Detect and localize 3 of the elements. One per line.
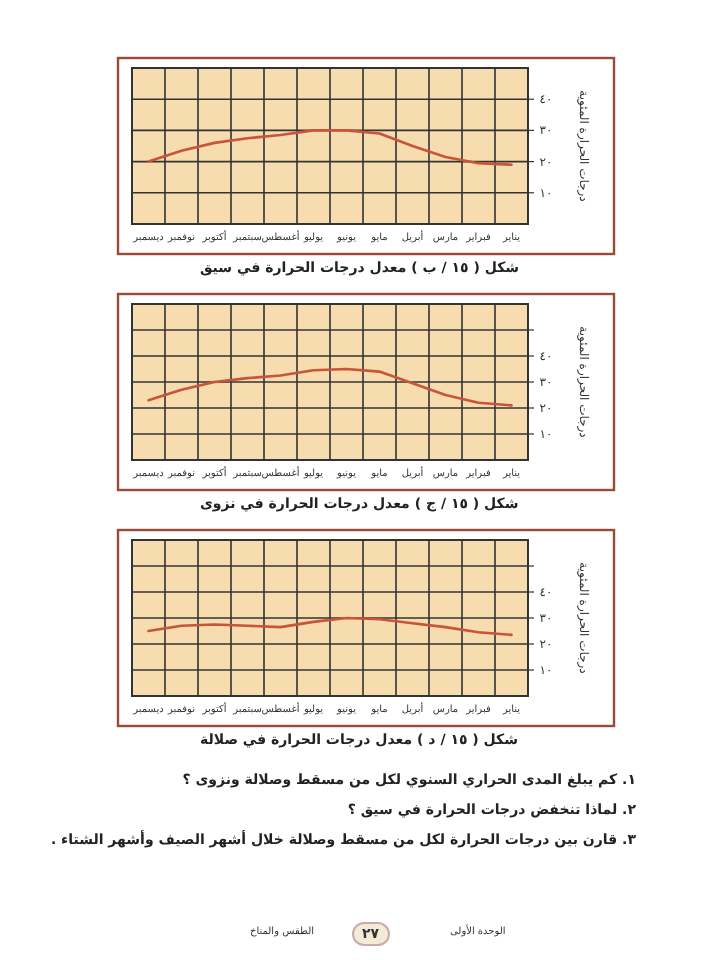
line-series bbox=[147, 616, 513, 637]
line-series bbox=[147, 129, 513, 167]
line-series bbox=[147, 367, 513, 407]
